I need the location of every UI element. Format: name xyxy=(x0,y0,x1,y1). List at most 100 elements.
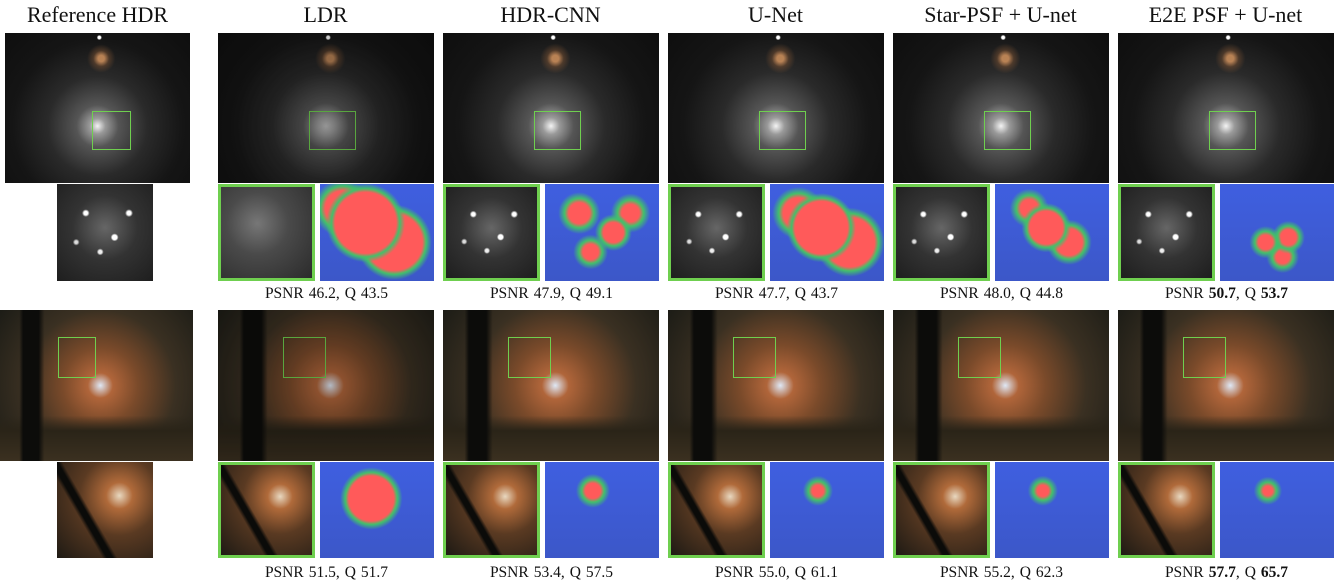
zoom-box xyxy=(1209,111,1257,150)
zoom-box xyxy=(309,111,357,150)
error-heatmap xyxy=(1220,184,1334,281)
zoom-box xyxy=(733,337,776,378)
result-crop xyxy=(893,184,990,281)
result-image xyxy=(218,310,434,461)
error-heatmap xyxy=(770,462,884,558)
column-header: E2E PSF + U-net xyxy=(1113,2,1338,28)
separator: , xyxy=(1011,285,1015,302)
figure: Reference HDRLDRHDR-CNNU-NetStar-PSF + U… xyxy=(0,0,1341,585)
error-heatmap xyxy=(995,184,1109,281)
psnr-label: PSNR xyxy=(490,564,529,581)
psnr-label: PSNR xyxy=(265,564,304,581)
separator: , xyxy=(336,564,340,581)
psnr-label: PSNR xyxy=(1165,564,1204,581)
reference-image xyxy=(5,33,190,183)
separator: , xyxy=(1236,564,1240,581)
result-image xyxy=(218,33,434,183)
column-header: HDR-CNN xyxy=(438,2,663,28)
psnr-value: 46.2 xyxy=(309,285,336,302)
separator: , xyxy=(786,564,790,581)
zoom-box xyxy=(283,337,326,378)
psnr-value: 51.5 xyxy=(309,564,336,581)
error-heatmap xyxy=(545,184,659,281)
psnr-value: 55.2 xyxy=(984,564,1011,581)
metric-caption: PSNR 55.2, Q 62.3 xyxy=(889,564,1114,582)
result-image xyxy=(443,33,659,183)
q-label: Q xyxy=(570,564,581,581)
result-crop xyxy=(218,184,315,281)
separator: , xyxy=(561,564,565,581)
psnr-value: 57.7 xyxy=(1209,564,1236,581)
zoom-box xyxy=(508,337,551,378)
zoom-box xyxy=(92,111,131,150)
separator: , xyxy=(786,285,790,302)
result-image xyxy=(443,310,659,461)
q-label: Q xyxy=(1245,285,1256,302)
result-image xyxy=(668,33,884,183)
zoom-box xyxy=(958,337,1001,378)
q-label: Q xyxy=(345,285,356,302)
q-label: Q xyxy=(570,285,581,302)
q-value: 49.1 xyxy=(586,285,613,302)
reference-image xyxy=(0,310,193,461)
reference-crop xyxy=(57,184,153,281)
result-crop xyxy=(218,462,315,558)
result-crop xyxy=(1118,184,1215,281)
q-value: 51.7 xyxy=(361,564,388,581)
q-value: 62.3 xyxy=(1036,564,1063,581)
error-heatmap xyxy=(995,462,1109,558)
result-crop xyxy=(668,184,765,281)
psnr-label: PSNR xyxy=(715,285,754,302)
q-label: Q xyxy=(1245,564,1256,581)
result-image xyxy=(893,33,1109,183)
error-heatmap xyxy=(320,184,434,281)
psnr-value: 50.7 xyxy=(1209,285,1236,302)
reference-crop xyxy=(57,462,153,558)
separator: , xyxy=(1011,564,1015,581)
q-value: 43.5 xyxy=(361,285,388,302)
q-value: 61.1 xyxy=(811,564,838,581)
result-image xyxy=(1118,310,1334,461)
psnr-label: PSNR xyxy=(265,285,304,302)
psnr-value: 47.7 xyxy=(759,285,786,302)
q-value: 53.7 xyxy=(1261,285,1288,302)
result-crop xyxy=(443,184,540,281)
result-crop xyxy=(893,462,990,558)
result-crop xyxy=(443,462,540,558)
q-label: Q xyxy=(1020,285,1031,302)
error-heatmap xyxy=(1220,462,1334,558)
separator: , xyxy=(336,285,340,302)
q-value: 57.5 xyxy=(586,564,613,581)
error-heatmap xyxy=(770,184,884,281)
zoom-box xyxy=(1183,337,1226,378)
psnr-label: PSNR xyxy=(1165,285,1204,302)
metric-caption: PSNR 51.5, Q 51.7 xyxy=(214,564,439,582)
error-heatmap xyxy=(320,462,434,558)
zoom-box xyxy=(759,111,807,150)
column-header: Star-PSF + U-net xyxy=(888,2,1113,28)
column-header: LDR xyxy=(213,2,438,28)
error-heatmap xyxy=(545,462,659,558)
q-value: 43.7 xyxy=(811,285,838,302)
result-image xyxy=(668,310,884,461)
column-header: Reference HDR xyxy=(0,2,210,28)
zoom-box xyxy=(58,337,97,378)
q-label: Q xyxy=(345,564,356,581)
psnr-value: 55.0 xyxy=(759,564,786,581)
psnr-label: PSNR xyxy=(940,564,979,581)
q-value: 44.8 xyxy=(1036,285,1063,302)
column-header: U-Net xyxy=(663,2,888,28)
result-crop xyxy=(668,462,765,558)
psnr-label: PSNR xyxy=(490,285,529,302)
q-label: Q xyxy=(1020,564,1031,581)
result-image xyxy=(893,310,1109,461)
q-value: 65.7 xyxy=(1261,564,1288,581)
result-crop xyxy=(1118,462,1215,558)
result-image xyxy=(1118,33,1334,183)
metric-caption: PSNR 57.7, Q 65.7 xyxy=(1114,564,1339,582)
psnr-label: PSNR xyxy=(715,564,754,581)
